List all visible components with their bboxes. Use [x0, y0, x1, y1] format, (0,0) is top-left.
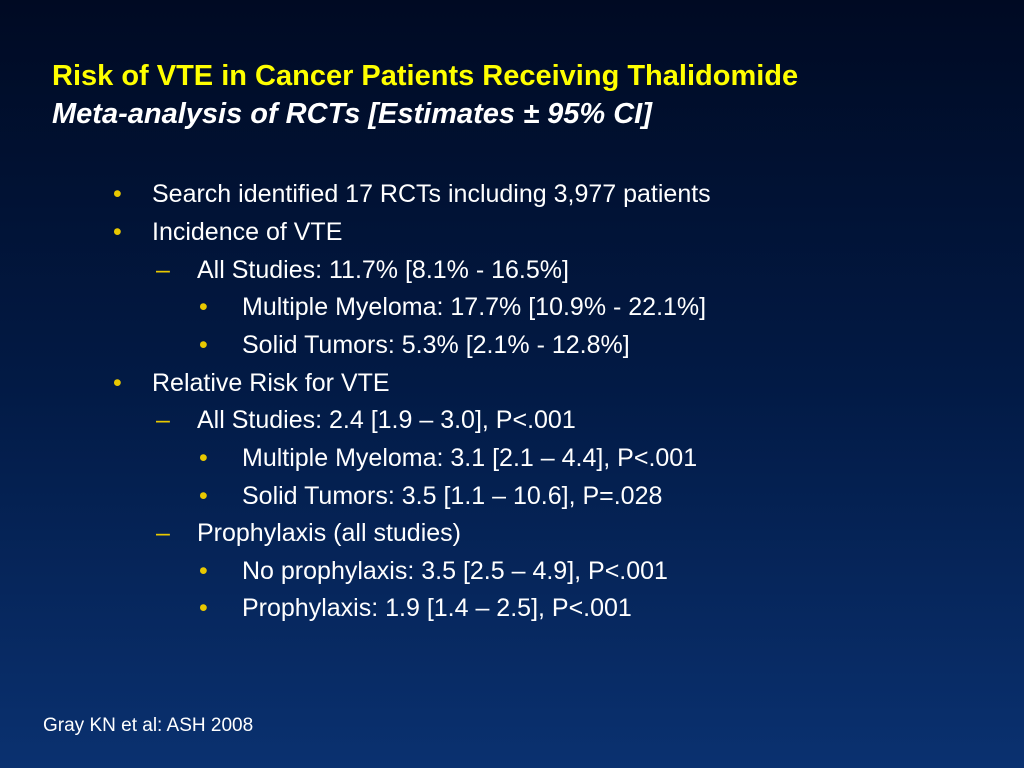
sub-sub-bullet-item: • Solid Tumors: 3.5 [1.1 – 10.6], P=.028 [199, 481, 663, 511]
bullet-text: All Studies: 2.4 [1.9 – 3.0], P<.001 [197, 406, 576, 434]
sub-bullet-item: – All Studies: 11.7% [8.1% - 16.5%] [156, 255, 569, 285]
dash-marker: – [156, 519, 170, 547]
bullet-text: Prophylaxis (all studies) [197, 519, 461, 547]
bullet-text: Multiple Myeloma: 17.7% [10.9% - 22.1%] [242, 293, 707, 321]
bullet-marker: • [113, 180, 122, 208]
bullet-text: Solid Tumors: 5.3% [2.1% - 12.8%] [242, 331, 630, 359]
bullet-item: • Search identified 17 RCTs including 3,… [113, 179, 711, 209]
bullet-text: All Studies: 11.7% [8.1% - 16.5%] [197, 256, 569, 284]
bullet-text: Prophylaxis: 1.9 [1.4 – 2.5], P<.001 [242, 594, 632, 622]
bullet-text: Relative Risk for VTE [152, 369, 390, 397]
sub-sub-bullet-item: • Solid Tumors: 5.3% [2.1% - 12.8%] [199, 330, 630, 360]
bullet-marker: • [199, 557, 208, 585]
bullet-marker: • [199, 293, 208, 321]
bullet-text: Multiple Myeloma: 3.1 [2.1 – 4.4], P<.00… [242, 444, 698, 472]
bullet-text: Search identified 17 RCTs including 3,97… [152, 180, 711, 208]
bullet-marker: • [199, 594, 208, 622]
sub-sub-bullet-item: • Multiple Myeloma: 17.7% [10.9% - 22.1%… [199, 292, 707, 322]
slide-subtitle: Meta-analysis of RCTs [Estimates ± 95% C… [52, 98, 652, 130]
citation-footnote: Gray KN et al: ASH 2008 [43, 715, 254, 736]
sub-sub-bullet-item: • Multiple Myeloma: 3.1 [2.1 – 4.4], P<.… [199, 443, 698, 473]
dash-marker: – [156, 256, 170, 284]
sub-bullet-item: – All Studies: 2.4 [1.9 – 3.0], P<.001 [156, 405, 576, 435]
sub-bullet-item: – Prophylaxis (all studies) [156, 518, 461, 548]
bullet-text: No prophylaxis: 3.5 [2.5 – 4.9], P<.001 [242, 557, 668, 585]
bullet-item: • Relative Risk for VTE [113, 368, 390, 398]
slide-title: Risk of VTE in Cancer Patients Receiving… [52, 60, 799, 92]
bullet-item: • Incidence of VTE [113, 217, 343, 247]
bullet-text: Solid Tumors: 3.5 [1.1 – 10.6], P=.028 [242, 482, 663, 510]
bullet-marker: • [113, 369, 122, 397]
bullet-marker: • [199, 482, 208, 510]
sub-sub-bullet-item: • Prophylaxis: 1.9 [1.4 – 2.5], P<.001 [199, 593, 632, 623]
bullet-marker: • [199, 331, 208, 359]
sub-sub-bullet-item: • No prophylaxis: 3.5 [2.5 – 4.9], P<.00… [199, 556, 668, 586]
bullet-marker: • [199, 444, 208, 472]
bullet-marker: • [113, 218, 122, 246]
dash-marker: – [156, 406, 170, 434]
bullet-text: Incidence of VTE [152, 218, 343, 246]
